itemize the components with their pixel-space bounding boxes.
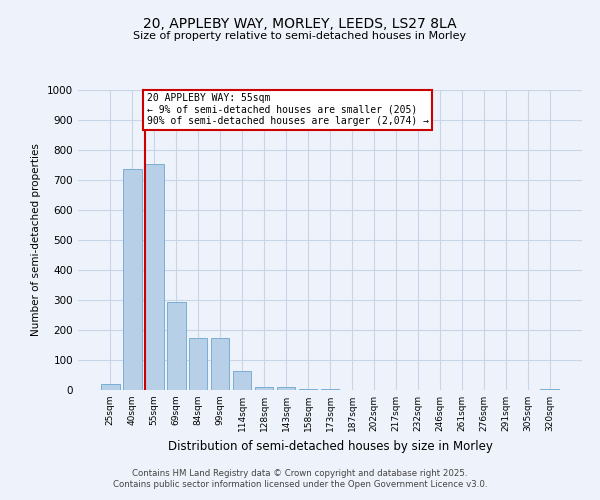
Text: 20 APPLEBY WAY: 55sqm
← 9% of semi-detached houses are smaller (205)
90% of semi: 20 APPLEBY WAY: 55sqm ← 9% of semi-detac… [146,93,428,126]
Y-axis label: Number of semi-detached properties: Number of semi-detached properties [31,144,41,336]
Bar [255,387,274,390]
Text: Contains public sector information licensed under the Open Government Licence v3: Contains public sector information licen… [113,480,487,489]
Bar [101,384,119,390]
Bar [211,338,229,390]
X-axis label: Distribution of semi-detached houses by size in Morley: Distribution of semi-detached houses by … [167,440,493,452]
Bar [145,164,164,390]
Text: 20, APPLEBY WAY, MORLEY, LEEDS, LS27 8LA: 20, APPLEBY WAY, MORLEY, LEEDS, LS27 8LA [143,18,457,32]
Bar [167,302,185,390]
Text: Size of property relative to semi-detached houses in Morley: Size of property relative to semi-detach… [133,31,467,41]
Bar [277,387,295,390]
Bar [299,388,317,390]
Text: Contains HM Land Registry data © Crown copyright and database right 2025.: Contains HM Land Registry data © Crown c… [132,468,468,477]
Bar [123,168,142,390]
Bar [233,370,251,390]
Bar [541,388,559,390]
Bar [189,338,208,390]
Bar [320,388,340,390]
